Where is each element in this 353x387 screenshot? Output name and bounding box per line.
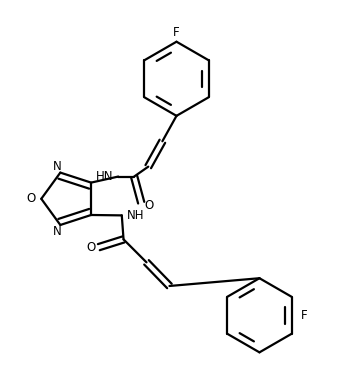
Text: O: O xyxy=(144,199,154,212)
Text: O: O xyxy=(86,241,96,253)
Text: N: N xyxy=(53,225,62,238)
Text: F: F xyxy=(301,309,307,322)
Text: NH: NH xyxy=(127,209,145,222)
Text: O: O xyxy=(27,192,36,205)
Text: N: N xyxy=(53,160,62,173)
Text: HN: HN xyxy=(95,170,113,183)
Text: F: F xyxy=(173,26,180,39)
